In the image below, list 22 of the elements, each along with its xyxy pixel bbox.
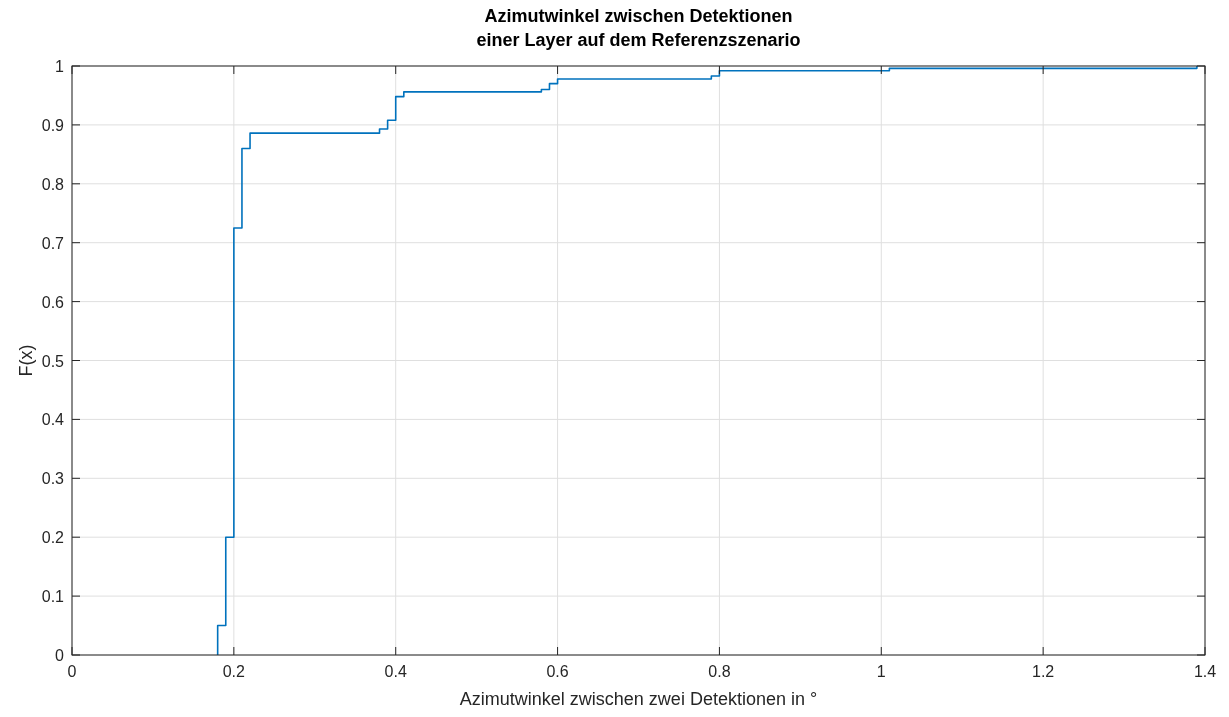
y-tick-label: 0.5 [41, 352, 65, 370]
x-tick-label: 0.4 [384, 663, 407, 680]
y-tick-label: 0.7 [41, 234, 65, 252]
x-tick-label: 0.2 [222, 663, 246, 680]
x-axis-title: Azimutwinkel zwischen zwei Detektionen in ° [459, 689, 818, 709]
y-tick-label: 1 [55, 58, 65, 75]
y-tick-label: 0.3 [41, 470, 65, 488]
x-tick-label: 0.8 [708, 663, 731, 680]
y-tick-label: 0.9 [41, 116, 65, 134]
x-tick-label: 1.2 [1032, 663, 1055, 680]
y-tick-label: 0.4 [41, 411, 65, 429]
x-tick-label: 1 [876, 663, 886, 680]
x-tick-label: 0 [67, 663, 77, 680]
y-tick-label: 0.8 [41, 175, 65, 193]
y-tick-label: 0.6 [41, 293, 65, 311]
x-tick-label: 1.4 [1193, 663, 1217, 680]
chart-title: Azimutwinkel zwischen Detektionen einer Layer auf dem Referenzszenario [476, 6, 801, 50]
y-tick-label: 0.1 [41, 588, 65, 606]
y-tick-label: 0 [55, 647, 65, 664]
x-tick-label: 0.6 [546, 663, 569, 680]
y-tick-label: 0.2 [41, 529, 65, 547]
y-axis-title: F(x) [16, 344, 36, 377]
